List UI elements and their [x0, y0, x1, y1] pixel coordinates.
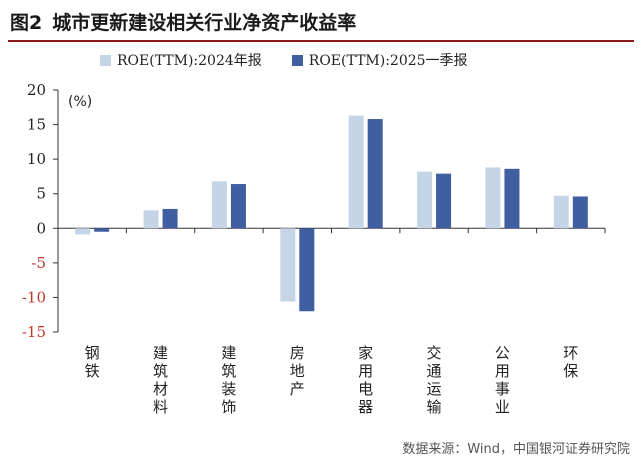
source-note: 数据来源：Wind，中国银河证券研究院	[402, 442, 630, 457]
x-category-label: 建筑装饰	[221, 344, 236, 416]
bar-2025	[94, 228, 110, 232]
x-category-label: 建筑材料	[153, 344, 168, 416]
legend-item-2024: ROE(TTM):2024年报	[100, 50, 262, 70]
bar-2024	[348, 115, 364, 229]
y-tick-label: 15	[27, 116, 46, 134]
figure-title: 图2 城市更新建设相关行业净资产收益率	[10, 8, 356, 35]
x-category-label: 环保	[563, 344, 578, 380]
bar-2024	[485, 167, 501, 229]
bar-2025	[572, 196, 588, 229]
bar-2025	[367, 119, 383, 229]
x-category-label: 钢铁	[85, 344, 100, 380]
bar-2024	[75, 228, 91, 235]
y-unit-label: (%)	[68, 94, 92, 110]
bar-2025	[230, 184, 246, 229]
bar-chart: 20 15 10 5 0 -5 -10 -15 (%) 钢铁 建筑材料 建筑装饰 房地产 家用电器 交通运输…	[22, 81, 606, 416]
bar-2025	[436, 173, 452, 229]
bar-2025	[504, 168, 520, 229]
legend-swatch-2024	[100, 54, 111, 66]
y-tick-label: -5	[31, 254, 46, 272]
bar-2024	[417, 171, 433, 229]
chart-title: 城市更新建设相关行业净资产收益率	[52, 12, 357, 34]
x-category-label: 交通运输	[427, 344, 442, 416]
figure-label: 图2	[10, 12, 43, 34]
x-category-label: 家用电器	[358, 344, 373, 416]
legend-label-2024: ROE(TTM):2024年报	[117, 53, 262, 69]
y-tick-label: -15	[22, 323, 46, 341]
bar-2025	[299, 228, 315, 312]
y-tick-label: -10	[22, 288, 46, 306]
title-rule	[8, 40, 634, 42]
bar-2024	[211, 181, 227, 229]
legend-label-2025: ROE(TTM):2025一季报	[308, 53, 468, 69]
chart-legend: ROE(TTM):2024年报 ROE(TTM):2025一季报	[100, 50, 468, 70]
x-category-label: 房地产	[290, 344, 305, 398]
bar-2025	[162, 208, 178, 229]
y-tick-label: 5	[36, 185, 46, 203]
y-tick-label: 0	[36, 219, 46, 237]
y-tick-label: 20	[27, 81, 46, 99]
legend-item-2025: ROE(TTM):2025一季报	[291, 50, 468, 70]
bar-2024	[143, 210, 159, 229]
legend-swatch-2025	[291, 54, 303, 66]
x-category-label: 公用事业	[495, 344, 510, 416]
y-tick-label: 10	[27, 150, 46, 168]
bar-2024	[553, 195, 569, 229]
bar-2024	[280, 228, 296, 302]
